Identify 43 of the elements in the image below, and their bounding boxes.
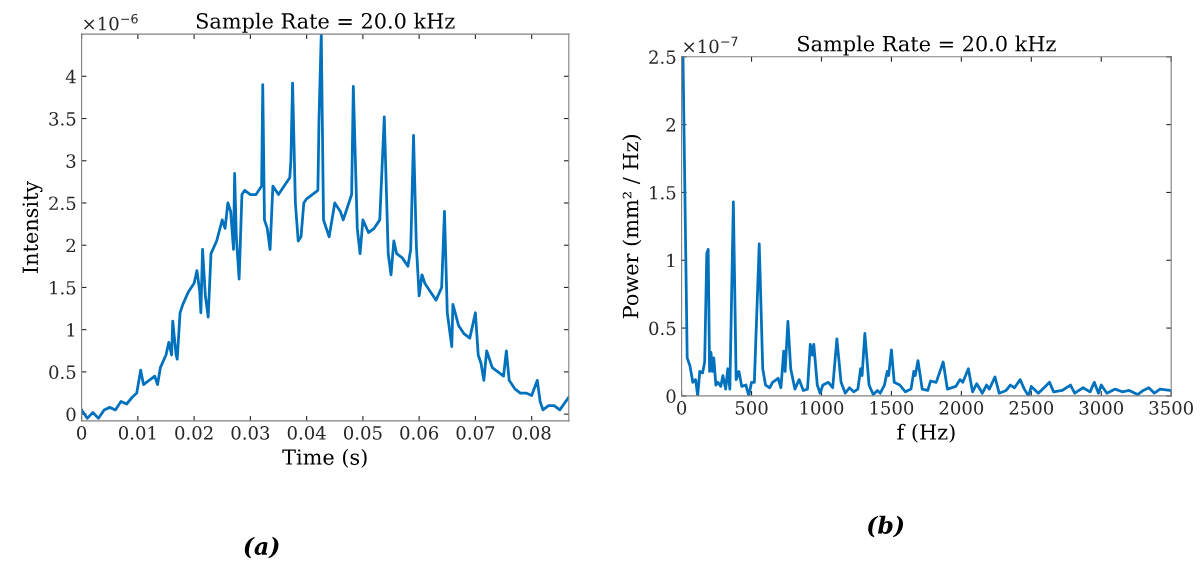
x-tick-label: 0.05 — [343, 426, 382, 440]
y-tick-label: 3.5 — [49, 111, 76, 126]
y-axis-title: Intensity — [22, 180, 43, 273]
chart-title: Sample Rate = 20.0 kHz — [798, 35, 1056, 56]
x-tick-label: 0.08 — [512, 426, 551, 440]
y-tick-label: 4 — [65, 69, 76, 84]
x-tick-label: 2500 — [1009, 401, 1054, 415]
x-tick-label: 0.04 — [287, 426, 326, 440]
x-tick-label: 500 — [735, 401, 768, 415]
x-tick-label: 0 — [77, 426, 87, 440]
y-tick-label: 2 — [666, 118, 675, 132]
x-axis-title: Time (s) — [282, 448, 367, 468]
x-tick-label: 0.01 — [118, 426, 156, 440]
y-axis-title: Power (mm² / Hz) — [622, 135, 642, 319]
y-tick-label: 0.5 — [649, 321, 676, 336]
y-tick-label: 1.5 — [650, 185, 676, 200]
text: (b) — [868, 515, 904, 538]
y-tick-label: 3 — [66, 154, 76, 168]
x-tick-label: 1500 — [870, 401, 914, 415]
x-tick-label: 0 — [677, 401, 687, 415]
y-tick-label: 2.5 — [49, 196, 76, 211]
x-tick-label: 0.03 — [231, 426, 270, 440]
x-tick-label: 0.06 — [400, 426, 439, 440]
x-tick-label: 0.02 — [175, 426, 213, 440]
x-tick-label: 1000 — [800, 401, 844, 415]
y-tick-label: 2 — [66, 238, 75, 253]
text: (a) — [244, 536, 279, 559]
x-tick-label: 0.07 — [456, 426, 495, 440]
x-tick-label: 2000 — [939, 401, 984, 415]
text: ×10$^{−7}$ — [684, 36, 738, 54]
line-series — [681, 56, 1172, 396]
text: ×10$^{−6}$ — [84, 13, 138, 31]
x-tick-label: 3000 — [1079, 401, 1124, 415]
y-tick-label: 2.5 — [649, 50, 676, 64]
chart-title: Sample Rate = 20.0 kHz — [196, 12, 455, 33]
x-tick-label: 3500 — [1149, 401, 1193, 415]
y-tick-label: 1 — [67, 323, 75, 337]
y-tick-label: 1.5 — [50, 280, 76, 295]
line-series — [81, 34, 569, 420]
y-tick-label: 1 — [667, 253, 675, 268]
y-tick-label: 0 — [666, 389, 676, 404]
x-axis-title: f (Hz) — [897, 423, 955, 443]
y-tick-label: 0.5 — [49, 365, 76, 380]
